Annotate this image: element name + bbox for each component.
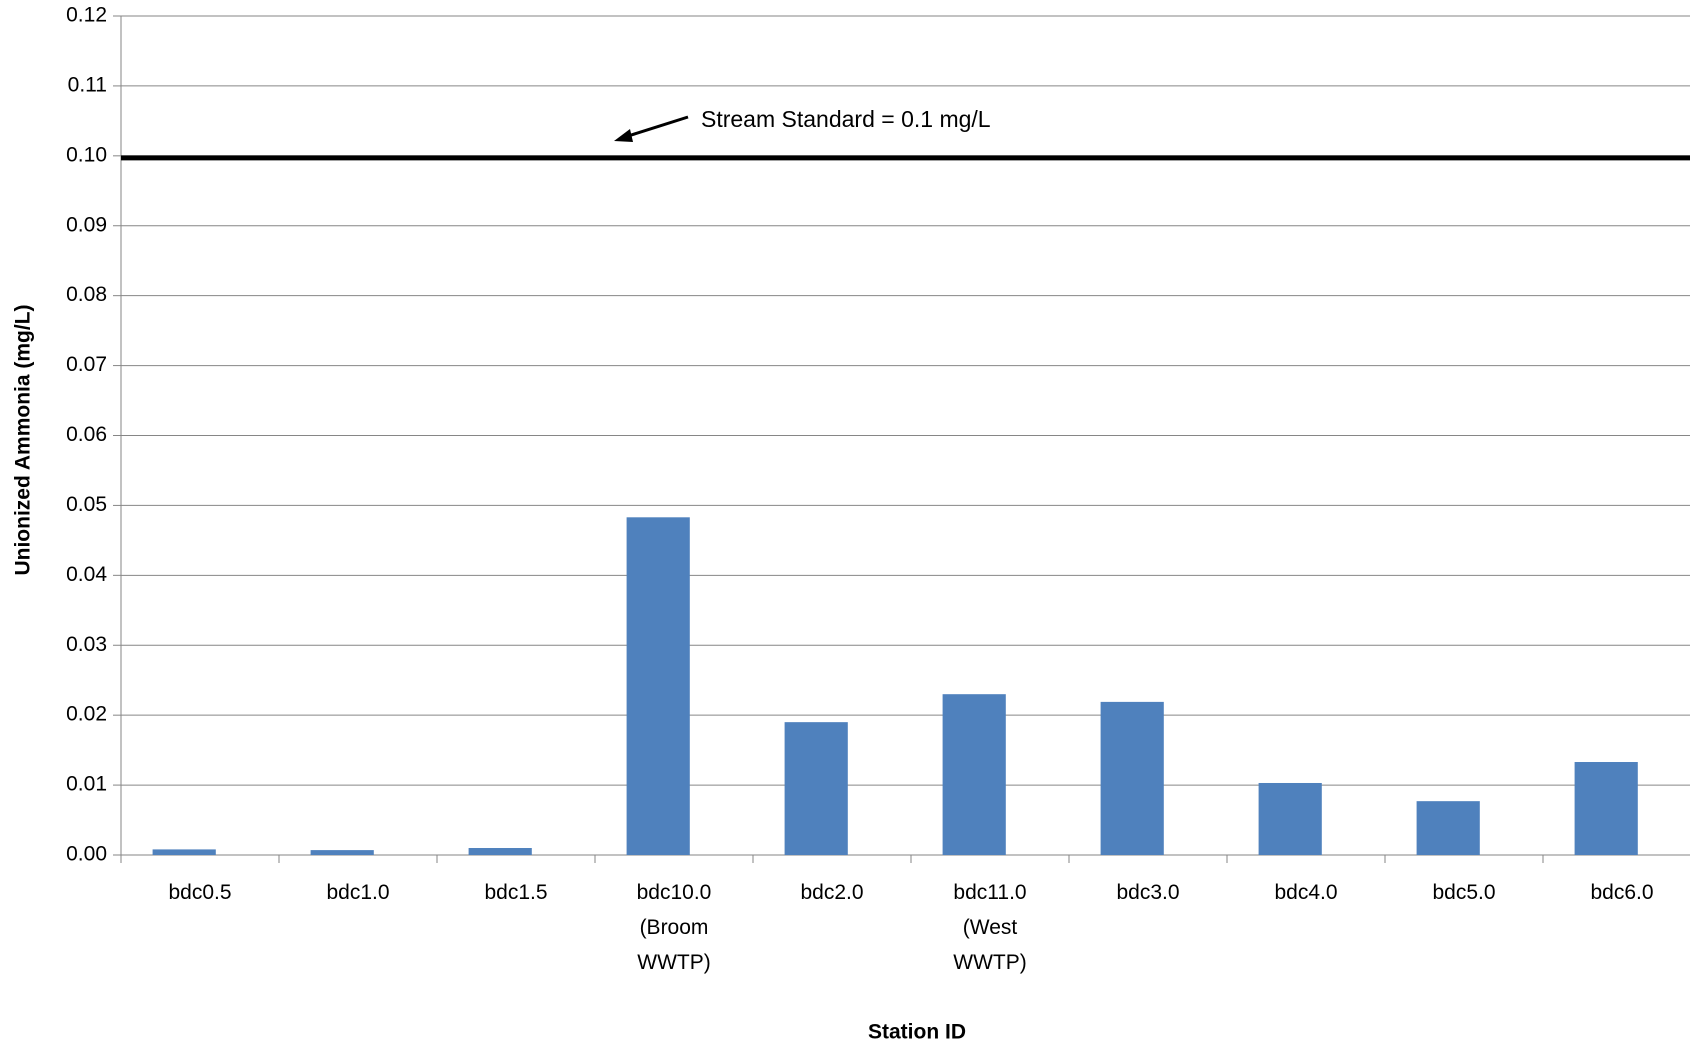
y-tick-label: 0.08 [66, 283, 107, 306]
x-tick-label: bdc10.0 (Broom WWTP) [636, 881, 712, 974]
bar [310, 850, 374, 855]
bar [942, 694, 1006, 855]
y-tick-label: 0.09 [66, 213, 107, 236]
bar [1258, 782, 1322, 855]
bar [626, 517, 690, 855]
y-tick-label: 0.02 [66, 703, 107, 726]
x-tick-label: bdc3.0 [1116, 881, 1180, 904]
y-tick-label: 0.01 [66, 773, 107, 796]
bar [1574, 762, 1638, 855]
x-tick-label: bdc0.5 [168, 881, 232, 904]
x-tick-label: bdc4.0 [1274, 881, 1338, 904]
y-tick-label: 0.06 [66, 423, 107, 446]
x-axis-title: Station ID [868, 1021, 966, 1044]
y-tick-label: 0.12 [66, 4, 107, 27]
bar [784, 722, 848, 855]
annotation-arrowhead [614, 129, 633, 142]
bar [1100, 701, 1164, 855]
annotation-arrow [624, 115, 689, 139]
y-tick-label: 0.11 [68, 73, 107, 96]
bar [152, 849, 216, 855]
y-tick-label: 0.07 [66, 353, 107, 376]
x-tick-label: bdc2.0 [800, 881, 864, 904]
y-tick-label: 0.04 [66, 563, 107, 586]
x-tick-label: bdc1.0 [326, 881, 390, 904]
x-tick-label: bdc6.0 [1590, 881, 1654, 904]
reference-label: Stream Standard = 0.1 mg/L [701, 106, 991, 132]
bar [468, 848, 532, 855]
y-tick-label: 0.03 [66, 633, 107, 656]
x-tick-label: bdc5.0 [1432, 881, 1496, 904]
y-tick-label: 0.00 [66, 843, 107, 866]
y-tick-label: 0.10 [66, 143, 107, 166]
x-tick-label: bdc1.5 [484, 881, 548, 904]
bar [1416, 801, 1480, 855]
x-tick-label: bdc11.0 (West WWTP) [953, 881, 1027, 974]
y-tick-label: 0.05 [66, 493, 107, 516]
y-axis-title: Unionized Ammonia (mg/L) [12, 304, 35, 575]
